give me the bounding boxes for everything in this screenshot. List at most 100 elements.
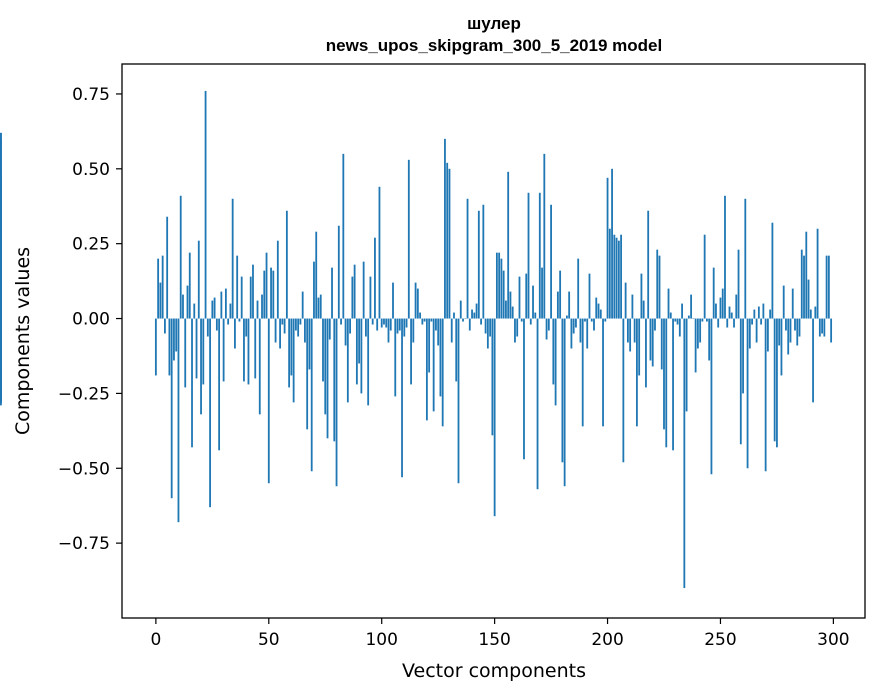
bar: [622, 318, 625, 463]
bar: [606, 177, 609, 319]
bar: [538, 192, 541, 319]
bar: [342, 153, 345, 319]
bar: [724, 195, 726, 319]
bar: [550, 204, 552, 319]
bar: [337, 225, 340, 319]
bar: [507, 171, 510, 319]
bar: [365, 318, 367, 337]
bar: [360, 318, 363, 394]
bar: [0, 258, 2, 319]
bar: [265, 252, 268, 319]
bar: [281, 318, 284, 325]
bar: [796, 318, 799, 346]
bar: [412, 318, 415, 343]
bar: [715, 303, 717, 319]
chart-subtitle: news_upos_skipgram_300_5_2019 model: [326, 36, 662, 55]
bar: [803, 255, 805, 319]
bar: [624, 282, 627, 319]
bar: [561, 318, 564, 463]
bar: [258, 318, 261, 415]
bar: [636, 318, 638, 427]
bar: [154, 318, 157, 376]
bar: [708, 318, 711, 361]
bar: [484, 318, 487, 334]
bar: [272, 270, 275, 319]
bar: [674, 318, 677, 322]
bar: [462, 318, 464, 322]
bar: [229, 303, 232, 319]
bar: [721, 288, 724, 319]
bar: [647, 210, 650, 319]
bar: [766, 318, 769, 352]
bar: [249, 276, 252, 319]
bar: [453, 312, 455, 319]
bar: [351, 276, 354, 319]
plot-frame: [121, 63, 866, 619]
bar: [660, 318, 663, 370]
x-tick-label: 0: [150, 630, 161, 650]
bar: [285, 210, 288, 319]
bar: [471, 309, 473, 319]
bar: [482, 204, 485, 319]
x-axis-label: Vector components: [402, 660, 586, 682]
y-axis-label: Components values: [12, 247, 34, 435]
bar: [328, 318, 331, 340]
bar: [367, 318, 370, 406]
bar: [220, 291, 223, 319]
bar: [654, 318, 656, 331]
bar: [224, 288, 227, 319]
bar: [748, 318, 751, 349]
bar: [595, 297, 598, 319]
bar: [525, 273, 528, 319]
bar: [358, 318, 361, 364]
bar: [753, 309, 756, 319]
bar: [195, 318, 198, 379]
bar: [536, 318, 539, 490]
bar: [218, 318, 221, 451]
bar: [602, 318, 604, 427]
bar: [638, 318, 641, 376]
bar: [369, 276, 372, 319]
bar: [240, 276, 243, 319]
bar: [254, 318, 257, 379]
bar: [805, 231, 808, 319]
bar: [184, 318, 187, 388]
bar: [480, 318, 482, 325]
bar: [380, 318, 383, 328]
bar: [398, 318, 401, 331]
bar: [193, 303, 196, 319]
bar: [676, 318, 679, 325]
bar: [588, 273, 591, 319]
bar: [319, 294, 322, 319]
bar: [590, 318, 593, 322]
bar: [523, 318, 525, 460]
bar: [491, 318, 494, 436]
bar: [687, 315, 690, 319]
bar: [568, 291, 571, 319]
bar: [498, 252, 501, 319]
bar: [719, 297, 722, 319]
bar: [204, 90, 207, 319]
bar: [584, 318, 586, 322]
bar: [276, 240, 279, 319]
bar: [274, 318, 277, 343]
bar: [403, 318, 406, 337]
bar: [690, 294, 693, 319]
bar: [423, 318, 426, 322]
bar: [631, 294, 634, 319]
bar: [663, 318, 665, 430]
bar: [308, 318, 311, 370]
bar: [238, 318, 241, 322]
bar: [315, 231, 318, 319]
bar: [419, 312, 422, 319]
bar: [577, 258, 580, 319]
bar: [414, 282, 417, 319]
y-tick-label: −0.75: [58, 534, 110, 554]
bar: [579, 318, 582, 343]
bar: [575, 318, 577, 328]
bar: [534, 312, 537, 319]
bar: [798, 318, 801, 337]
bar: [739, 318, 742, 445]
bar: [667, 288, 670, 319]
